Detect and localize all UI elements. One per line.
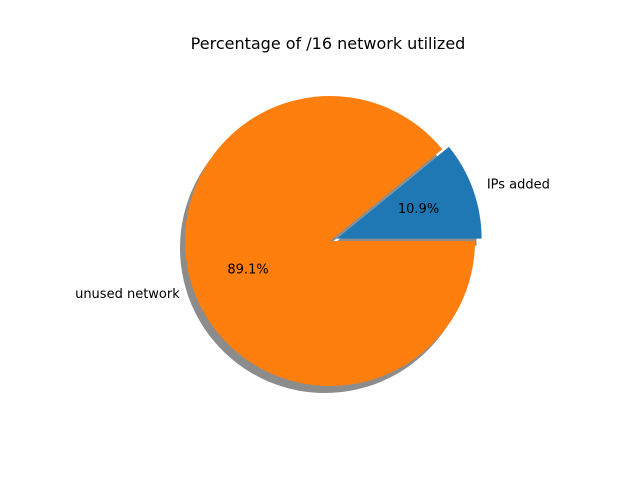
pie-slice-ips-added [336, 146, 482, 239]
pie-slices [185, 95, 482, 387]
slice-percentage-label: 89.1% [227, 263, 268, 278]
pie-labels: IPs added 10.9% unused network 89.1% [75, 178, 550, 302]
pie-slice-unused-network [185, 95, 475, 387]
slice-label: unused network [75, 287, 180, 302]
chart-title: Percentage of /16 network utilized [190, 34, 466, 53]
slice-percentage-label: 10.9% [398, 202, 439, 217]
slice-label: IPs added [487, 178, 550, 193]
